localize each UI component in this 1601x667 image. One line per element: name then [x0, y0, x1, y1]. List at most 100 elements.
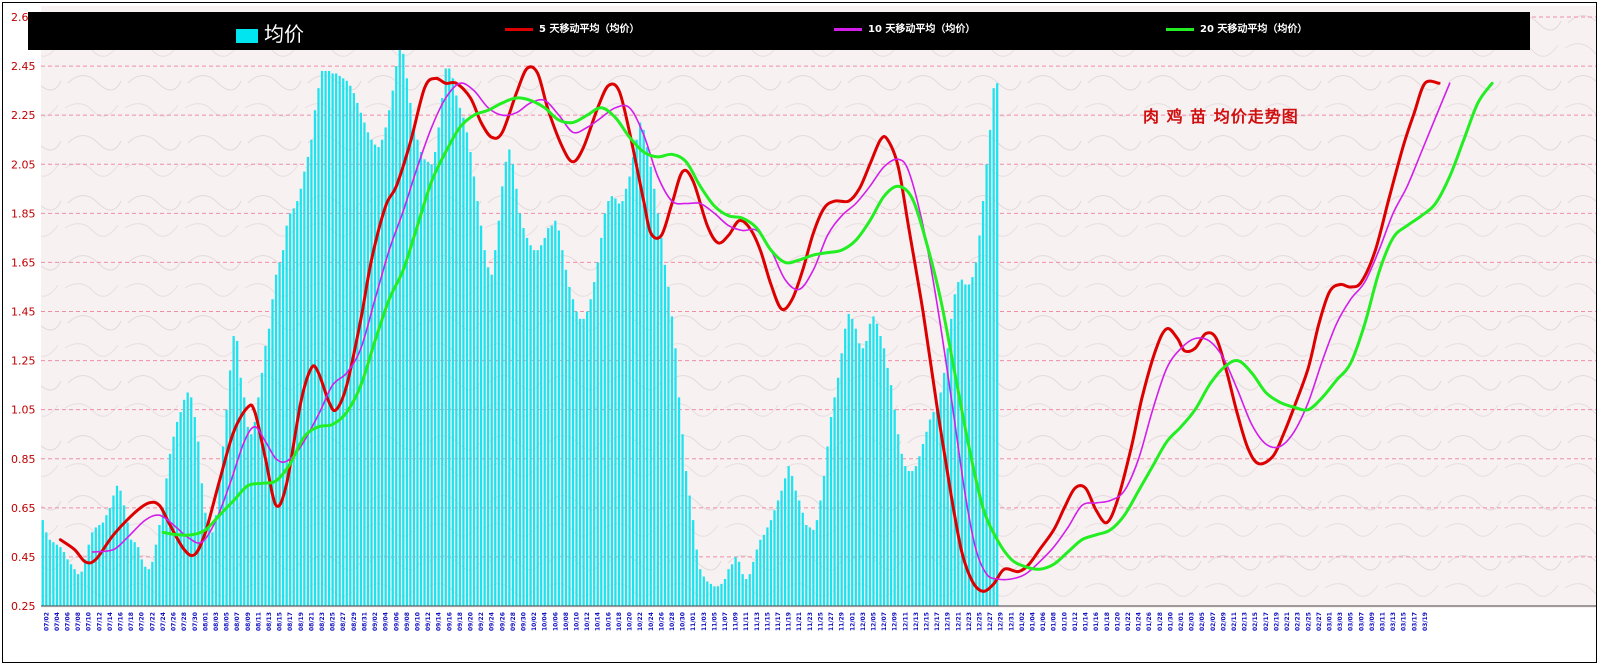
price-bar	[578, 318, 582, 606]
price-bar	[844, 328, 847, 606]
x-date-label: 10/10	[574, 612, 581, 631]
x-date-label: 07/02	[43, 612, 50, 631]
price-bar	[748, 574, 751, 606]
price-bar	[434, 151, 437, 607]
y-tick-label: 1.65	[11, 256, 36, 269]
price-bar	[260, 372, 264, 606]
x-date-label: 07/06	[65, 612, 72, 631]
price-bar	[296, 201, 299, 606]
price-bar	[518, 213, 522, 606]
price-bar	[596, 262, 599, 606]
price-bar	[66, 559, 69, 606]
x-date-label: 11/17	[775, 612, 782, 631]
price-bar	[617, 203, 621, 606]
x-date-label: 10/08	[563, 612, 570, 631]
price-bar	[727, 569, 730, 606]
x-date-label: 10/04	[542, 612, 549, 631]
price-bar	[388, 110, 391, 606]
price-trend-chart: 2.652.452.252.051.851.651.451.251.050.85…	[11, 6, 1596, 631]
legend-label-ma10: 10 天移动平均（均价）	[868, 24, 976, 35]
x-date-label: 09/02	[372, 612, 379, 631]
x-date-label: 01/30	[1167, 612, 1174, 631]
price-bar	[780, 490, 783, 606]
price-bar	[769, 520, 773, 606]
price-bar	[529, 245, 532, 607]
price-bar	[122, 505, 126, 606]
price-bar	[734, 556, 737, 606]
price-bar	[607, 201, 610, 606]
price-bar	[960, 279, 963, 606]
x-date-label: 12/13	[913, 612, 920, 631]
price-bar	[380, 139, 384, 606]
price-bar	[504, 161, 507, 607]
price-bar	[501, 186, 504, 606]
y-tick-label: 1.05	[11, 404, 36, 417]
price-bar	[465, 132, 469, 606]
price-bar	[246, 426, 249, 606]
x-date-label: 11/05	[711, 612, 718, 631]
price-bar	[943, 372, 946, 606]
x-date-label: 08/11	[255, 612, 262, 631]
x-date-label: 10/26	[658, 612, 665, 631]
price-bar	[854, 328, 857, 606]
price-bar	[41, 520, 44, 606]
legend-item-ma10: 10 天移动平均（均价）	[834, 20, 975, 35]
x-date-label: 02/25	[1305, 612, 1312, 631]
price-bar	[656, 213, 659, 606]
x-date-label: 10/02	[531, 612, 538, 631]
price-bar	[154, 544, 158, 606]
x-date-label: 01/16	[1093, 612, 1100, 631]
price-bar	[851, 318, 854, 606]
price-bar	[713, 586, 716, 606]
price-bar	[755, 549, 758, 606]
price-bar	[73, 569, 76, 606]
x-date-label: 01/08	[1051, 612, 1058, 631]
y-tick-label: 2.25	[11, 109, 36, 122]
price-bar	[773, 510, 776, 606]
x-date-label: 09/22	[478, 612, 485, 631]
price-bar	[568, 286, 571, 606]
price-bar	[861, 348, 864, 606]
price-bar	[695, 549, 698, 606]
price-bar	[833, 397, 836, 606]
x-date-label: 09/14	[436, 612, 443, 631]
price-bar	[221, 446, 225, 606]
y-tick-label: 2.05	[11, 158, 36, 171]
x-date-label: 08/01	[202, 612, 209, 631]
price-bar	[882, 348, 886, 606]
price-bar	[430, 164, 433, 606]
price-bar	[373, 144, 377, 606]
x-date-label: 03/17	[1411, 612, 1418, 631]
x-date-label: 10/16	[605, 612, 612, 631]
x-date-label: 03/03	[1337, 612, 1344, 631]
price-bar	[932, 412, 935, 606]
ma10-line	[91, 82, 1451, 581]
price-bar	[119, 490, 122, 606]
x-date-label: 08/09	[245, 612, 252, 631]
price-bar	[897, 434, 900, 606]
x-date-label: 12/09	[892, 612, 899, 631]
chart-title: 肉 鸡 苗 均价走势图	[1143, 107, 1299, 126]
price-bar	[907, 471, 910, 606]
x-date-label: 12/19	[945, 612, 952, 631]
x-date-label: 02/23	[1295, 612, 1302, 631]
price-bar	[207, 525, 211, 606]
x-date-label: 12/21	[955, 612, 962, 631]
legend-bar: 均价 5 天移动平均（均价） 10 天移动平均（均价） 20 天移动平均（均价）	[28, 12, 1530, 50]
price-bar	[928, 419, 932, 606]
price-bar	[76, 574, 80, 606]
x-date-label: 12/11	[902, 612, 909, 631]
price-bar	[741, 574, 744, 606]
price-bar	[179, 412, 182, 606]
price-bar	[639, 122, 642, 606]
y-tick-label: 0.65	[11, 502, 36, 515]
x-date-label: 01/10	[1061, 612, 1068, 631]
x-date-label: 02/01	[1178, 612, 1185, 631]
price-bar	[723, 579, 727, 606]
price-bar	[600, 237, 603, 607]
price-bar	[684, 471, 688, 606]
price-bar	[974, 262, 978, 606]
price-bar	[716, 586, 720, 606]
price-bar	[451, 78, 454, 607]
x-date-label: 03/05	[1348, 612, 1355, 631]
